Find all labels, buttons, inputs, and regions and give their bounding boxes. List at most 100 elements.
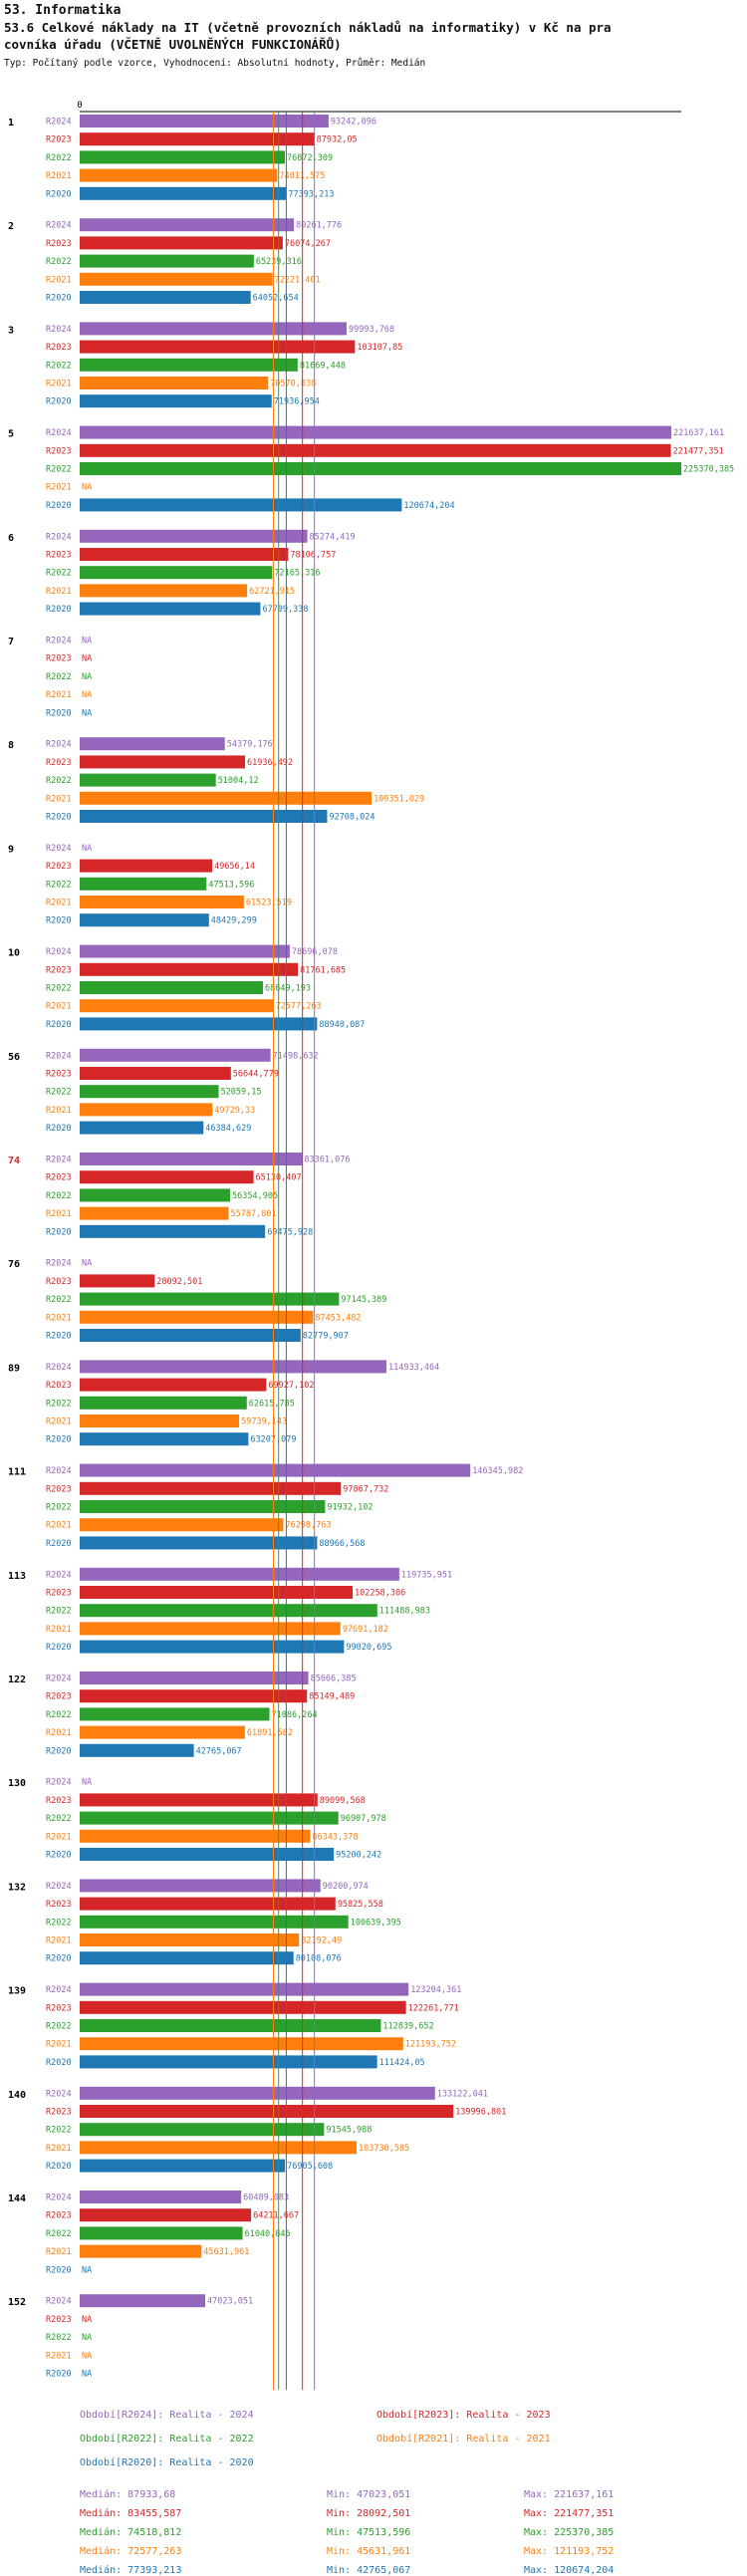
series-label: R2022 xyxy=(46,2229,72,2239)
data-label: 97145,389 xyxy=(341,1295,386,1305)
series-label: R2020 xyxy=(46,2265,72,2275)
series-label: R2022 xyxy=(46,672,72,682)
na-label: NA xyxy=(82,1259,92,1269)
stat-min-R2021: Min: 45631,961 xyxy=(327,2546,411,2558)
stat-max-R2021: Max: 121193,752 xyxy=(524,2546,615,2558)
bar-10-R2022 xyxy=(80,981,263,994)
series-label: R2022 xyxy=(46,1191,72,1201)
series-label: R2024 xyxy=(46,1466,72,1476)
series-label: R2021 xyxy=(46,1209,72,1219)
data-label: 87453,482 xyxy=(315,1313,361,1323)
group-label: 9 xyxy=(8,844,14,855)
series-label: R2021 xyxy=(46,1002,72,1012)
data-label: 88966,568 xyxy=(319,1539,365,1549)
group-7: 7 R2024 NA R2023 NA R2022 NA R2021 NA R2020 NA xyxy=(8,637,92,719)
series-label: R2022 xyxy=(46,361,72,371)
series-label: R2022 xyxy=(46,1918,72,1928)
bar-56-R2022 xyxy=(80,1085,219,1099)
series-label: R2023 xyxy=(46,1381,72,1391)
data-label: 221477,351 xyxy=(673,446,724,456)
bar-3-R2024 xyxy=(80,322,347,336)
data-label: 77393,213 xyxy=(288,189,334,199)
series-label: R2021 xyxy=(46,794,72,804)
data-label: 47513,596 xyxy=(208,880,254,890)
group-8: 8 R2024 54379,176 R2023 61936,492 R2022 51004,… xyxy=(8,737,424,823)
bar-9-R2022 xyxy=(80,877,207,891)
group-label: 132 xyxy=(8,1882,26,1893)
group-132: 132 R2024 90200,974 R2023 95825,558 R2022 1006… xyxy=(8,1879,401,1965)
data-label: 112839,652 xyxy=(382,2022,433,2032)
bar-113-R2023 xyxy=(80,1586,354,1599)
group-label: 3 xyxy=(8,325,14,336)
data-label: 62721,915 xyxy=(249,587,295,597)
series-label: R2020 xyxy=(46,1435,72,1445)
chart-title-line-2: covníka úřadu (VČETNĚ UVOLNĚNÝCH FUNKCIO… xyxy=(4,37,342,52)
series-label: R2022 xyxy=(46,153,72,163)
series-label: R2023 xyxy=(46,654,72,664)
bar-144-R2021 xyxy=(80,2244,202,2258)
series-label: R2020 xyxy=(46,708,72,718)
group-74: 74R202483361,076R202365130,407R202256354… xyxy=(8,1153,350,1238)
group-5: 5 R2024 221637,161 R2023 221477,351 R2022 2253… xyxy=(8,425,734,512)
data-label: 61040,846 xyxy=(245,2229,291,2239)
data-label: 93242,096 xyxy=(331,118,376,128)
bar-113-R2021 xyxy=(80,1622,341,1636)
data-label: 48429,299 xyxy=(211,916,257,926)
series-label: R2022 xyxy=(46,569,72,579)
data-label: 221637,161 xyxy=(673,428,724,438)
bar-144-R2024 xyxy=(80,2190,242,2203)
series-label: R2020 xyxy=(46,2370,72,2380)
series-label: R2020 xyxy=(46,1539,72,1549)
bar-1-R2024 xyxy=(80,115,329,128)
bar-9-R2020 xyxy=(80,913,209,927)
series-label: R2023 xyxy=(46,239,72,249)
series-label: R2024 xyxy=(46,118,72,128)
bar-144-R2022 xyxy=(80,2226,243,2240)
bar-6-R2022 xyxy=(80,566,273,580)
bar-1-R2022 xyxy=(80,150,286,164)
group-label: 1 xyxy=(8,118,14,129)
bar-1-R2021 xyxy=(80,168,278,182)
series-label: R2021 xyxy=(46,1106,72,1116)
data-label: 59739,143 xyxy=(241,1417,287,1427)
bar-3-R2023 xyxy=(80,340,356,354)
data-label: 87932,05 xyxy=(317,135,358,145)
series-label: R2021 xyxy=(46,171,72,181)
group-label: 2 xyxy=(8,221,14,232)
series-label: R2024 xyxy=(46,1259,72,1269)
group-144: 144 R2024 60489,083 R2023 64211,667 R2022 6104… xyxy=(8,2190,299,2275)
na-label: NA xyxy=(82,637,92,646)
series-label: R2020 xyxy=(46,1746,72,1756)
series-label: R2024 xyxy=(46,428,72,438)
bar-8-R2023 xyxy=(80,755,245,769)
data-label: 85666,385 xyxy=(311,1674,357,1684)
group-label: 5 xyxy=(8,429,14,440)
series-label: R2020 xyxy=(46,1332,72,1342)
data-label: 61523,519 xyxy=(246,899,292,908)
series-label: R2022 xyxy=(46,2022,72,2032)
bar-130-R2022 xyxy=(80,1811,339,1825)
na-label: NA xyxy=(82,654,92,664)
series-label: R2024 xyxy=(46,947,72,957)
data-label: 76298,763 xyxy=(285,1521,331,1531)
group-76: 76 R2024 NA R2023 28092,501 R2022 97145,389 R20… xyxy=(8,1259,386,1342)
chart-meta: Typ: Počítaný podle vzorce, Vyhodnocení:… xyxy=(4,58,426,69)
bar-113-R2020 xyxy=(80,1640,345,1654)
data-label: 76905,608 xyxy=(287,2162,333,2172)
bar-132-R2023 xyxy=(80,1897,336,1911)
bar-74-R2024 xyxy=(80,1153,303,1165)
bar-9-R2021 xyxy=(80,896,244,908)
na-label: NA xyxy=(82,2333,92,2343)
data-label: 70570,838 xyxy=(270,380,316,389)
bar-56-R2020 xyxy=(80,1121,204,1135)
group-9: 9 R2024 NA R2023 49656,14 R2022 47513,596 R2021… xyxy=(8,844,292,927)
bar-3-R2022 xyxy=(80,358,298,372)
data-label: 69927,102 xyxy=(268,1381,314,1391)
stat-min-R2024: Min: 47023,051 xyxy=(327,2489,411,2501)
data-label: 45631,961 xyxy=(203,2247,249,2257)
data-label: 54379,176 xyxy=(227,740,273,750)
data-label: 72165,316 xyxy=(274,569,320,579)
series-label: R2020 xyxy=(46,2058,72,2068)
bar-2-R2022 xyxy=(80,254,254,268)
series-label: R2024 xyxy=(46,1778,72,1788)
